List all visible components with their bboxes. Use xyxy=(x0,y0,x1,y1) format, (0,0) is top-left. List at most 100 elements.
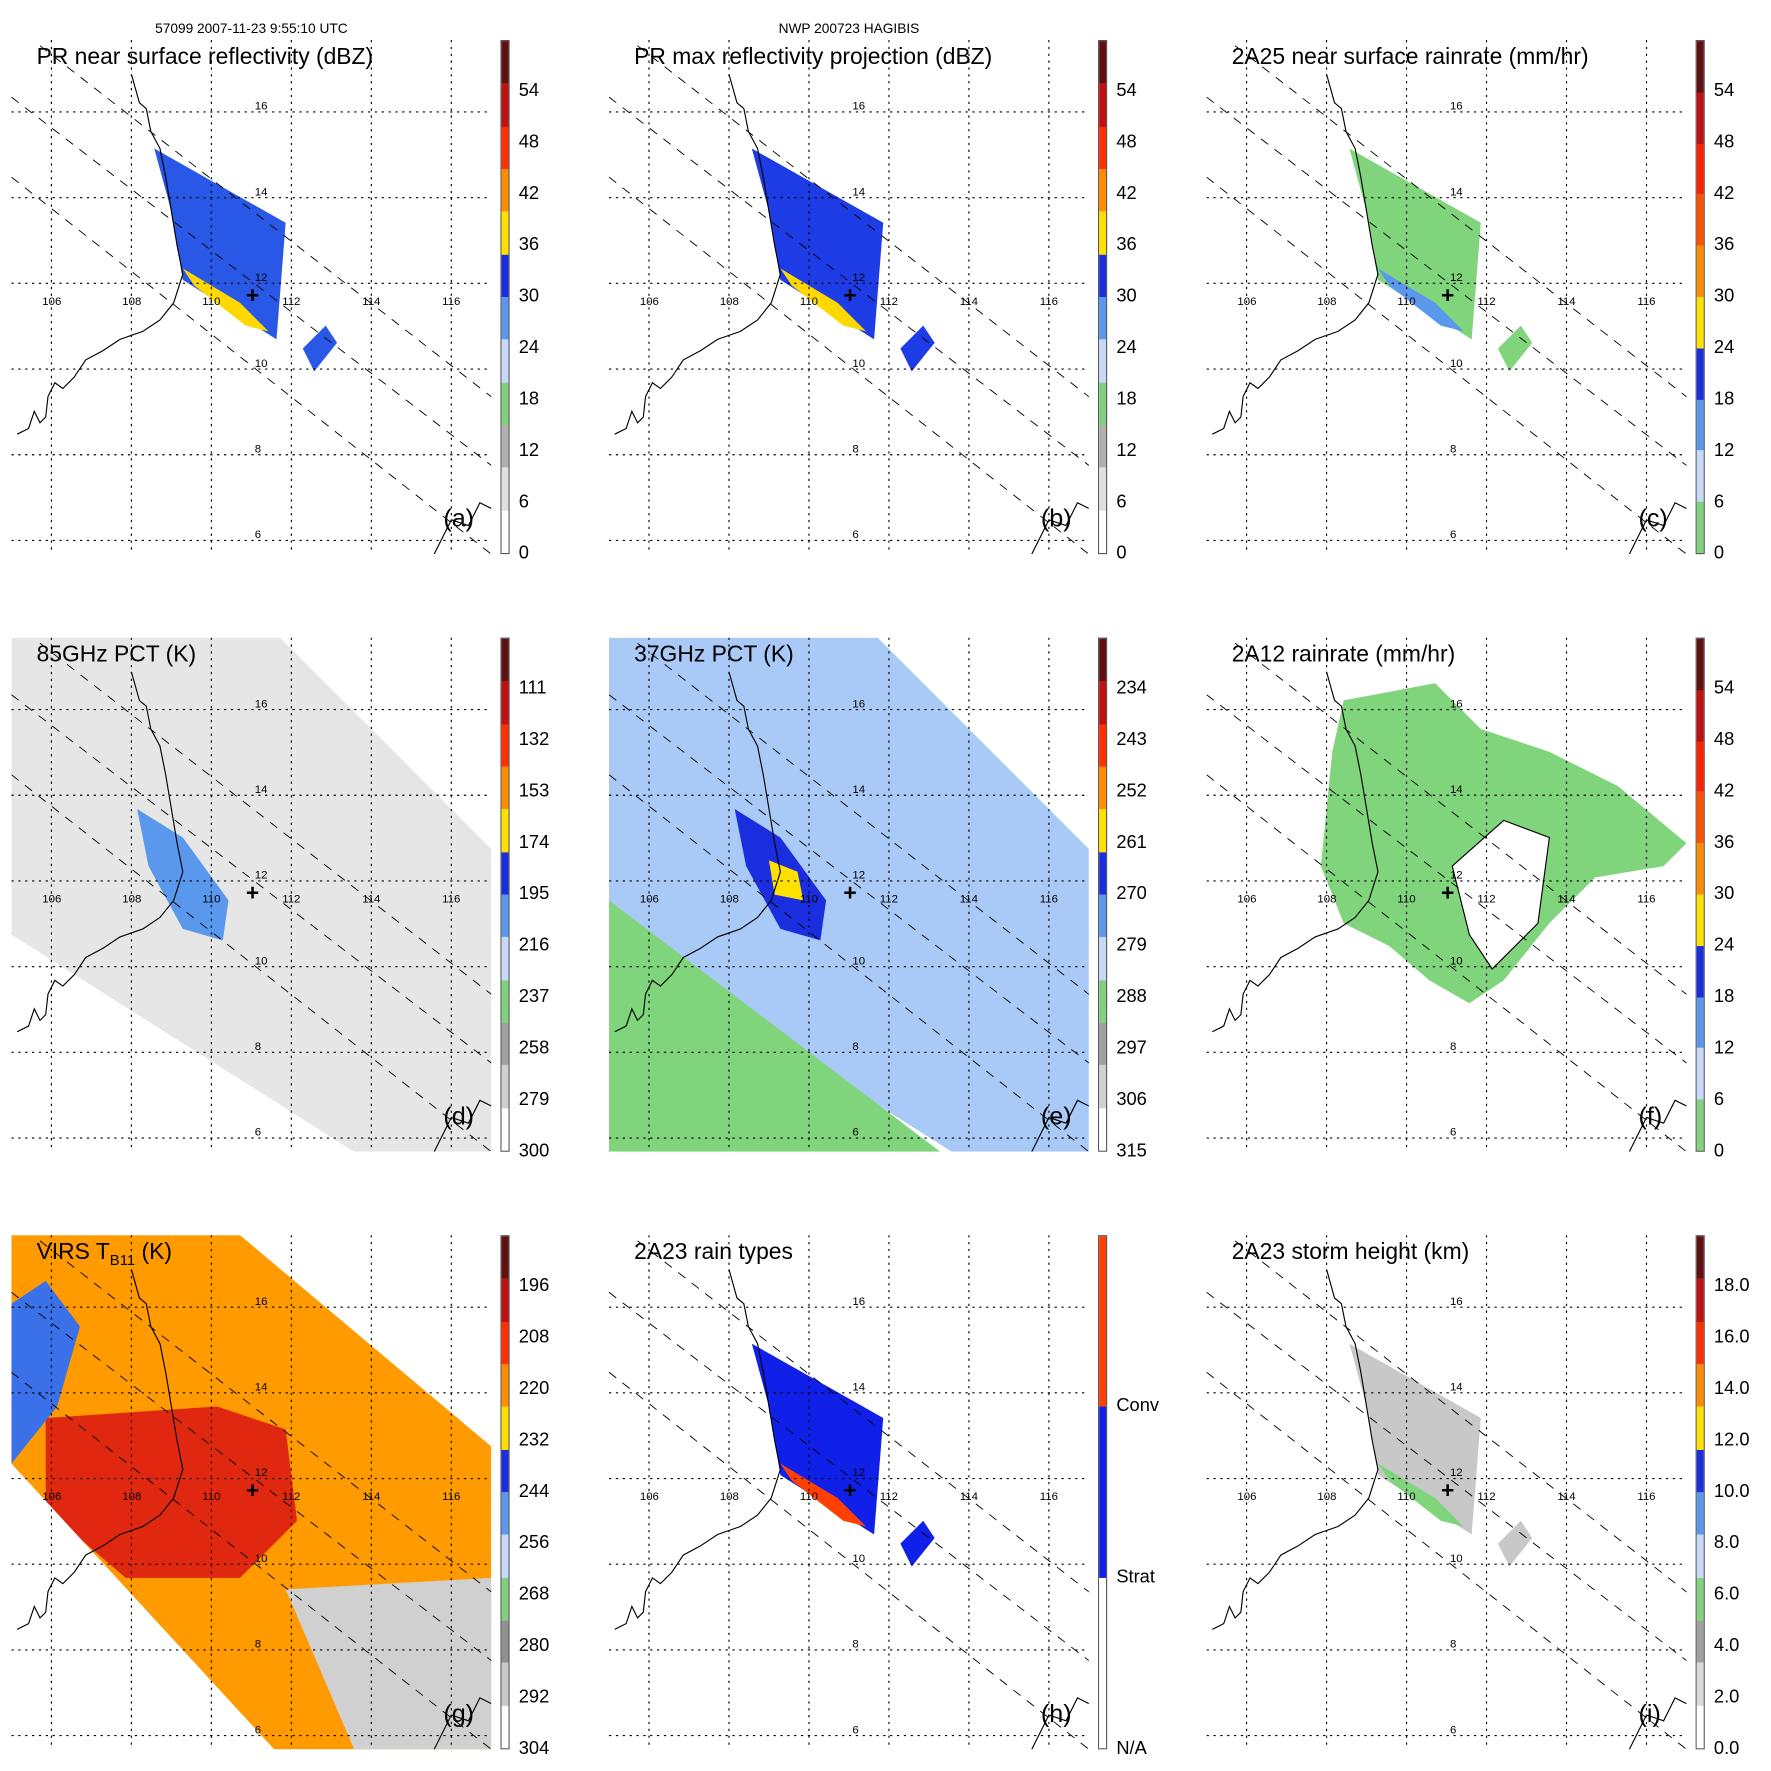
colorbar-tick-label: 261 xyxy=(1116,832,1147,853)
panel-label: (d) xyxy=(443,1101,475,1131)
colorbar xyxy=(1098,637,1108,1152)
longitude-label: 110 xyxy=(800,894,818,906)
panel-title-text: 37GHz PCT (K) xyxy=(634,642,794,668)
latitude-label: 8 xyxy=(852,1639,858,1651)
colorbar-segment xyxy=(1099,168,1107,212)
longitude-label: 112 xyxy=(880,894,898,906)
map-i: 16 14 12 10 8 6 106 108 110 112 114 116 + xyxy=(1206,1235,1687,1750)
colorbar xyxy=(1695,1235,1705,1750)
colorbar-tick-label: 42 xyxy=(1116,183,1137,204)
colorbar-segment xyxy=(1696,1321,1704,1365)
panel-title: 85GHz PCT (K) xyxy=(37,642,197,668)
map-c: 16 14 12 10 8 6 106 108 110 112 114 116 + xyxy=(1206,39,1687,555)
colorbar-segment xyxy=(501,723,509,767)
panel-title-subscript: B11 xyxy=(109,1251,136,1269)
swath-edge-line xyxy=(39,1240,492,1593)
colorbar-segment xyxy=(501,1662,509,1706)
colorbar-segment xyxy=(1696,945,1704,998)
colorbar-segment xyxy=(501,1449,509,1493)
colorbar-tick-label: 30 xyxy=(1713,884,1735,904)
longitude-label: 108 xyxy=(720,1491,739,1503)
colorbar-tick-label: 0.0 xyxy=(1713,1739,1740,1759)
colorbar-segment xyxy=(1099,979,1107,1023)
colorbar-segment xyxy=(1099,936,1107,980)
latitude-label: 6 xyxy=(852,529,858,541)
colorbar-tick-label: 196 xyxy=(518,1276,550,1296)
panel-f: 16 14 12 10 8 6 106 108 110 112 114 116 +2A12 rainra… xyxy=(1206,637,1771,1164)
colorbar-segment xyxy=(1099,509,1107,554)
colorbar-segment xyxy=(501,296,509,340)
colorbar-segment xyxy=(1099,253,1107,298)
colorbar-tick-label: 18 xyxy=(1713,389,1735,410)
latitude-label: 16 xyxy=(852,698,865,710)
colorbar-segment xyxy=(1099,467,1107,511)
longitude-label: 112 xyxy=(880,1491,898,1503)
swath-edge-line xyxy=(1206,96,1687,466)
latitude-label: 16 xyxy=(255,698,268,710)
colorbar-tick-label: 306 xyxy=(1116,1090,1147,1110)
longitude-label: 106 xyxy=(1237,1491,1256,1503)
colorbar xyxy=(500,39,510,555)
colorbar-segment xyxy=(1696,894,1704,946)
latitude-label: 14 xyxy=(1450,784,1463,796)
panel-c: 16 14 12 10 8 6 106 108 110 112 114 116 +2A25 near s… xyxy=(1206,39,1771,566)
panel-label: (c) xyxy=(1638,503,1668,533)
colorbar-tick-label: 42 xyxy=(518,183,540,204)
panel-label: (e) xyxy=(1040,1101,1072,1131)
colorbar-tick-label: 252 xyxy=(1116,781,1147,801)
panel-g: 16 14 12 10 8 6 106 108 110 112 114 116 + VIRS TB11 (… xyxy=(11,1235,605,1761)
colorbar-tick-label: 6.0 xyxy=(1713,1584,1740,1605)
latitude-label: 12 xyxy=(255,1467,268,1479)
colorbar-segment xyxy=(501,1064,509,1108)
colorbar-tick-label: 270 xyxy=(1116,884,1147,904)
colorbar-segment xyxy=(1696,296,1704,349)
panel-title: 37GHz PCT (K) xyxy=(634,642,794,668)
swath-edge-line xyxy=(637,642,1089,995)
longitude-label: 110 xyxy=(1397,1491,1415,1503)
latitude-label: 12 xyxy=(1450,1467,1463,1479)
panel-b: 16 14 12 10 8 6 106 108 110 112 114 116 + PR max refl… xyxy=(609,39,1203,566)
colorbar-segment xyxy=(501,1363,509,1407)
longitude-label: 116 xyxy=(1637,296,1655,308)
coastline xyxy=(433,1697,492,1750)
latitude-label: 8 xyxy=(1450,1639,1456,1651)
colorbar-segment xyxy=(1099,1576,1107,1749)
colorbar-tick-label: 48 xyxy=(518,132,540,152)
longitude-label: 106 xyxy=(1237,894,1256,906)
longitude-label: 106 xyxy=(1237,296,1256,308)
swath-edge-line xyxy=(11,1291,492,1662)
swath-edge-line xyxy=(1234,1240,1687,1593)
latitude-label: 14 xyxy=(1450,186,1463,198)
colorbar-segment xyxy=(501,83,509,127)
panel-title: 2A23 rain types xyxy=(634,1240,793,1266)
colorbar-tick-label: 0 xyxy=(1713,543,1725,564)
panel-label: (b) xyxy=(1040,503,1072,533)
colorbar-tick-label: 24 xyxy=(1713,338,1735,358)
colorbar-tick-label: 24 xyxy=(518,338,540,358)
colorbar-tick-label: 279 xyxy=(1116,935,1147,956)
latitude-label: 14 xyxy=(852,784,865,796)
colorbar-segment xyxy=(1696,1449,1704,1493)
colorbar-tick-label: 24 xyxy=(1116,338,1137,358)
panel-h: 16 14 12 10 8 6 106 108 110 112 114 116 +2A23 rain t… xyxy=(609,1235,1203,1761)
colorbar-tick-label: 292 xyxy=(518,1687,550,1708)
storm-center-cross-icon: + xyxy=(843,879,856,905)
colorbar-segment xyxy=(501,936,509,980)
colorbar-segment xyxy=(1099,339,1107,383)
latitude-label: 8 xyxy=(255,1041,261,1053)
latitude-label: 8 xyxy=(852,443,858,455)
longitude-label: 112 xyxy=(282,1491,300,1503)
latitude-label: 6 xyxy=(255,529,261,541)
longitude-label: 114 xyxy=(1557,894,1576,906)
colorbar-segment xyxy=(1696,450,1704,502)
latitude-label: 12 xyxy=(255,870,268,882)
colorbar-tick-label: Conv xyxy=(1116,1396,1160,1416)
colorbar-tick-label: 18 xyxy=(518,389,540,410)
colorbar-tick-label: 2.0 xyxy=(1713,1687,1740,1708)
colorbar-segment xyxy=(501,467,509,511)
longitude-label: 106 xyxy=(42,296,61,308)
colorbar-tick-label: 6 xyxy=(518,492,529,512)
